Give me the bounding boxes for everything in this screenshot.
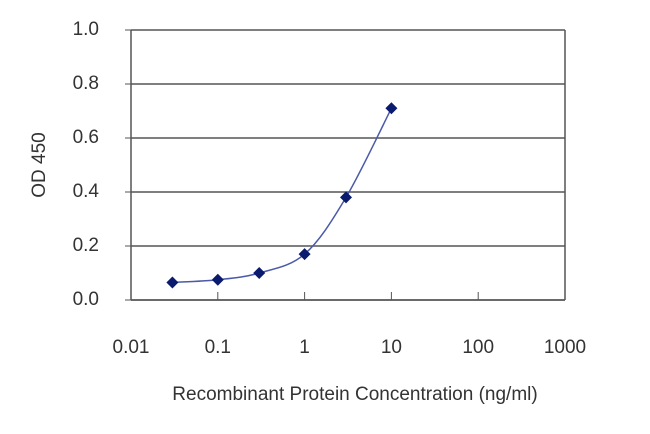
point [385, 102, 398, 115]
point [211, 273, 224, 286]
y-tick-label: 0.4 [73, 181, 100, 202]
x-tick-label: 1 [299, 337, 310, 358]
y-tick-label: 0.2 [73, 235, 99, 256]
y-tick-label: 1.0 [73, 19, 99, 40]
y-tick-label: 0.6 [73, 127, 99, 148]
y-axis-label: OD 450 [29, 132, 50, 197]
x-tick-label: 0.1 [205, 337, 231, 358]
x-tick-label: 0.01 [113, 337, 150, 358]
x-tick-label: 100 [462, 337, 494, 358]
point [253, 267, 266, 279]
x-axis-label: Recombinant Protein Concentration (ng/ml… [172, 384, 537, 405]
x-tick-label: 1000 [544, 337, 586, 358]
point [298, 248, 311, 261]
point [340, 191, 353, 204]
y-tick-label: 0.8 [73, 73, 99, 94]
y-tick-label: 0.0 [73, 289, 99, 310]
fit-curve [172, 107, 393, 284]
point [166, 276, 179, 289]
x-tick-label: 10 [381, 337, 402, 358]
